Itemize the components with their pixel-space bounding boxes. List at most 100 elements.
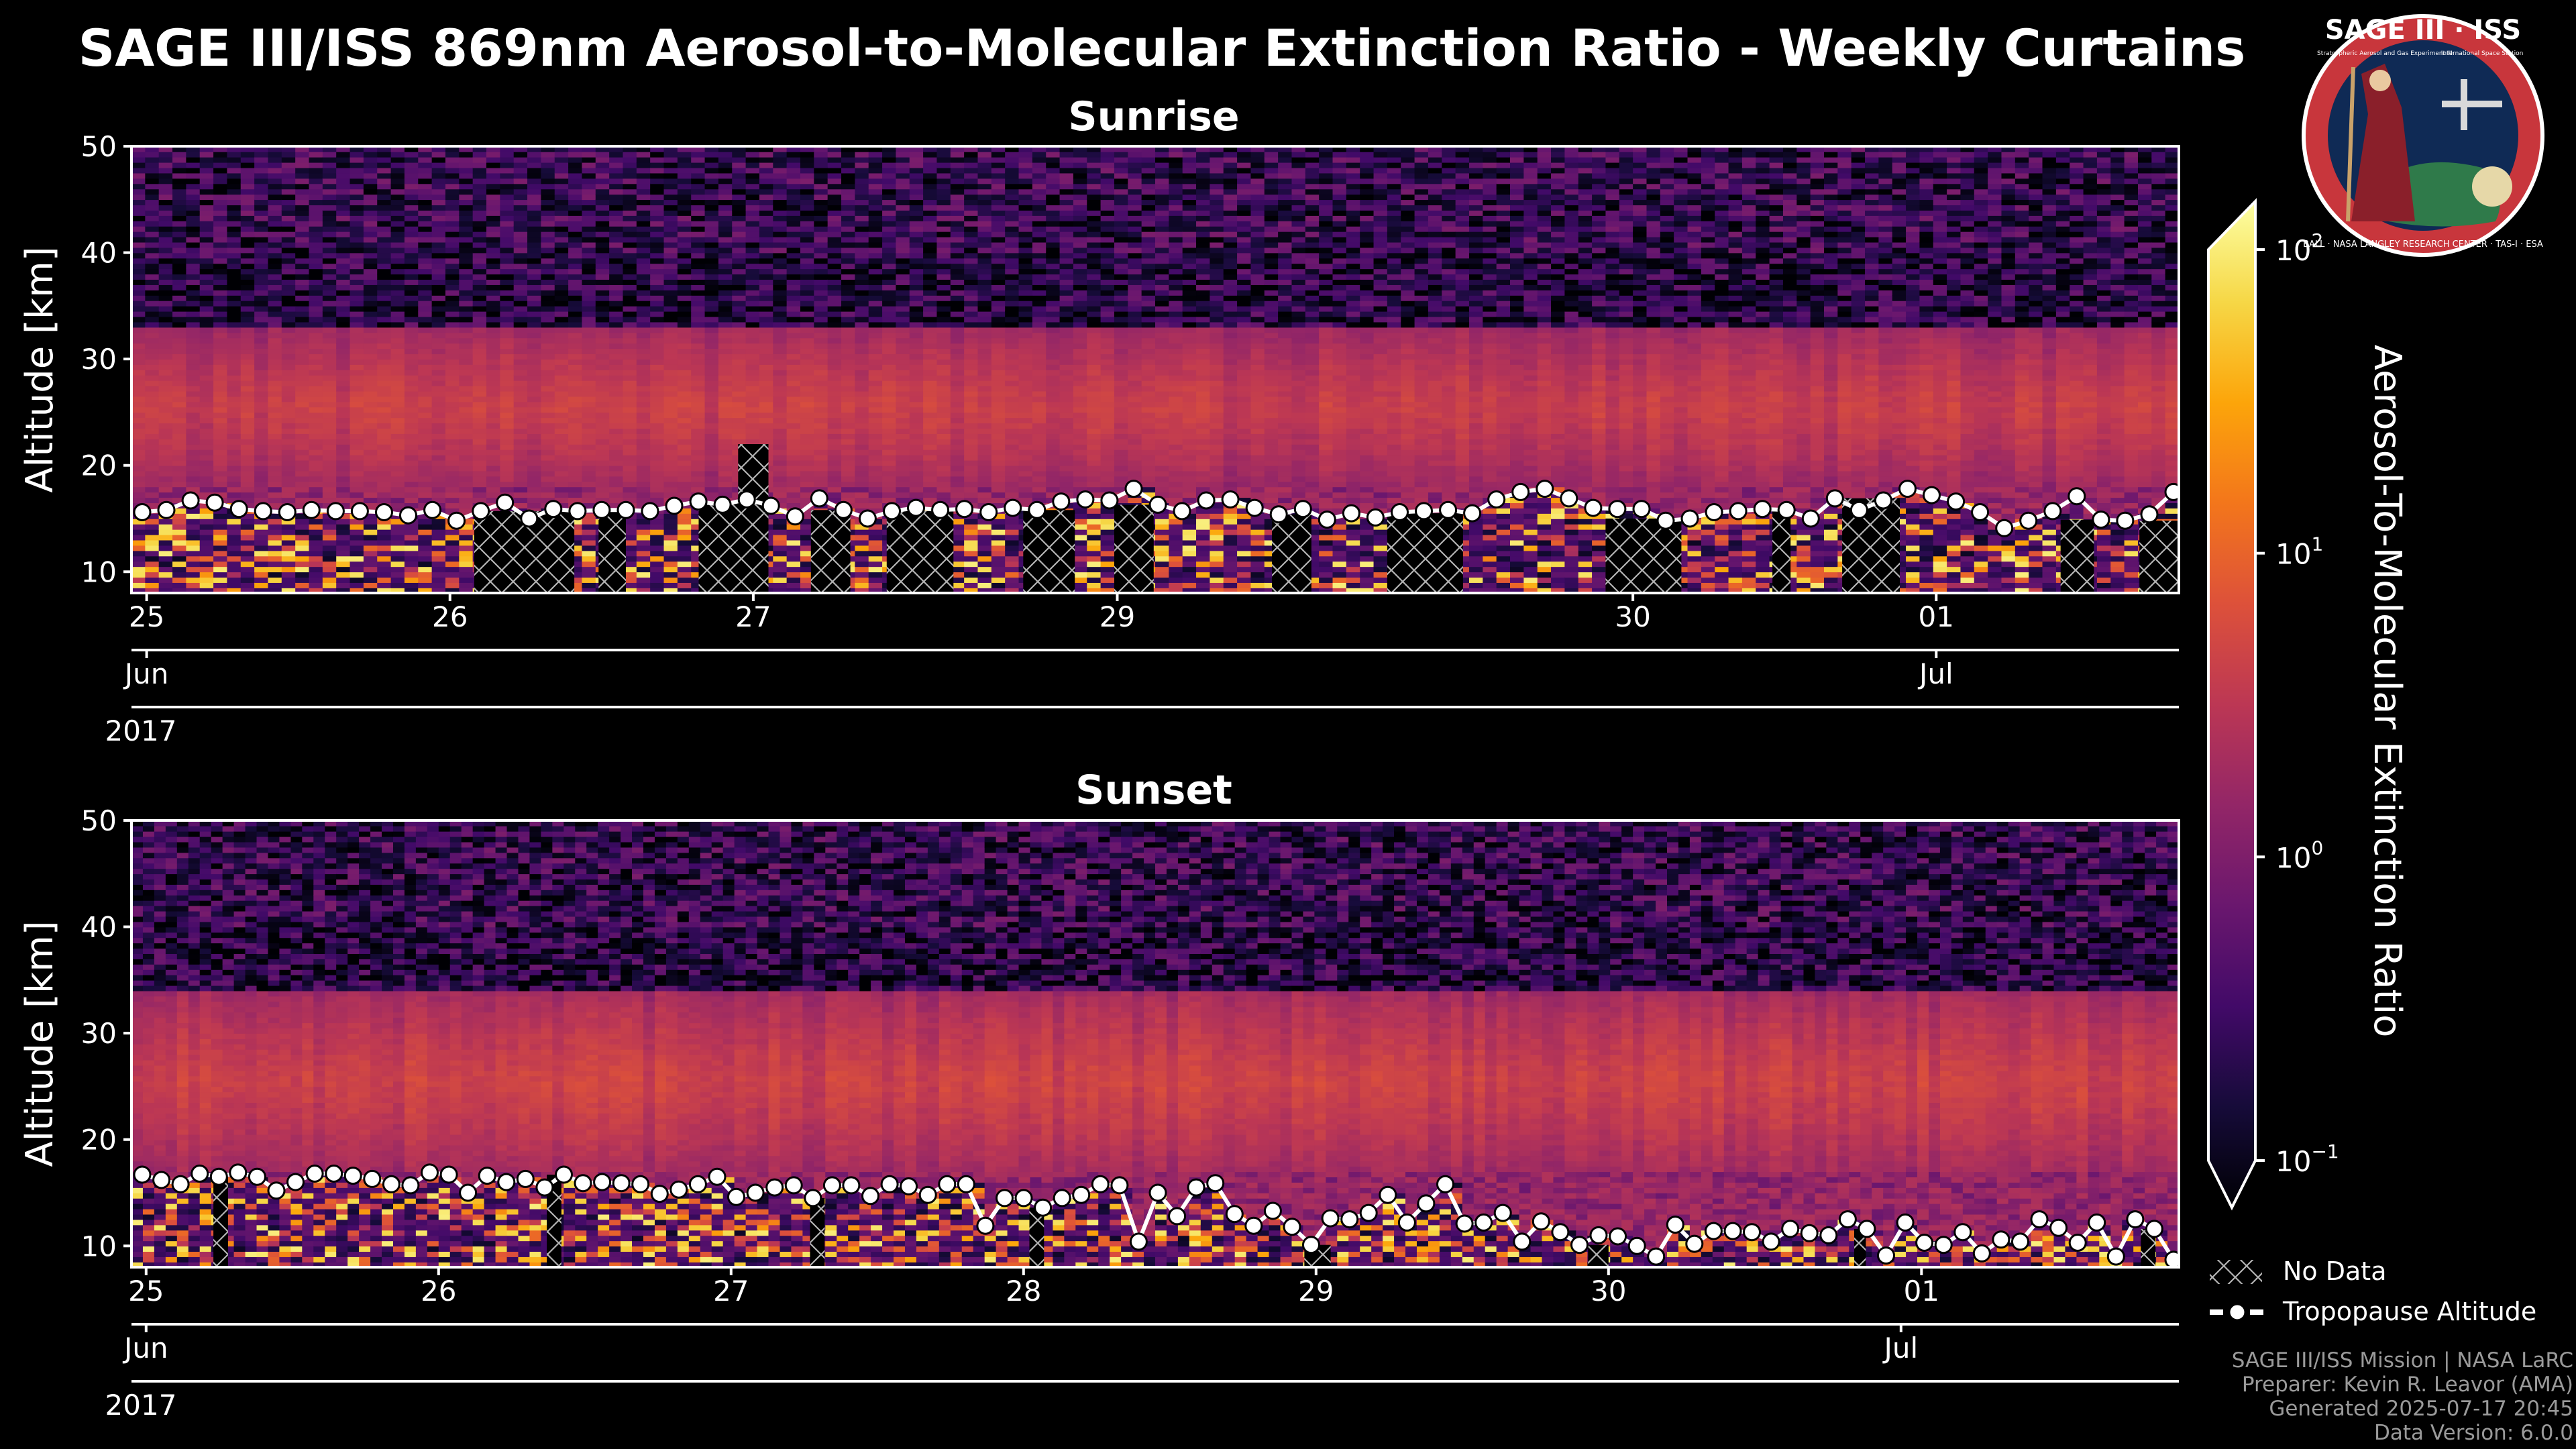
heatmap-cell: [814, 374, 828, 381]
heatmap-cell: [704, 343, 719, 350]
heatmap-cell: [718, 151, 733, 158]
heatmap-cell: [513, 390, 528, 397]
heatmap-cell: [213, 588, 228, 593]
heatmap-cell: [855, 417, 869, 424]
heatmap-cell: [254, 252, 269, 259]
heatmap-cell: [691, 545, 706, 551]
heatmap-cell: [268, 359, 282, 365]
heatmap-cell: [350, 205, 364, 211]
heatmap-cell: [663, 279, 678, 285]
heatmap-cell: [541, 210, 555, 216]
heatmap-cell: [677, 156, 692, 163]
heatmap-cell: [541, 316, 555, 323]
heatmap-cell: [459, 588, 474, 593]
heatmap-cell: [240, 577, 255, 583]
heatmap-cell: [909, 183, 924, 190]
heatmap-cell: [158, 566, 173, 573]
heatmap-cell: [281, 189, 296, 195]
heatmap-cell: [186, 444, 201, 450]
heatmap-cell: [923, 390, 938, 397]
heatmap-cell: [800, 316, 815, 323]
heatmap-cell: [636, 465, 651, 472]
heatmap-cell: [909, 284, 924, 290]
heatmap-cell: [199, 221, 214, 227]
heatmap-cell: [158, 284, 173, 290]
heatmap-cell: [745, 396, 760, 402]
heatmap-cell: [486, 178, 501, 184]
heatmap-cell: [158, 268, 173, 275]
heatmap-cell: [568, 470, 583, 477]
heatmap-cell: [486, 364, 501, 370]
heatmap-cell: [309, 354, 323, 360]
heatmap-cell: [513, 167, 528, 174]
heatmap-cell: [472, 236, 487, 243]
heatmap-cell: [704, 305, 719, 312]
heatmap-cell: [254, 205, 269, 211]
heatmap-cell: [623, 321, 637, 328]
heatmap-cell: [322, 492, 337, 498]
heatmap-cell: [145, 343, 160, 350]
heatmap-cell: [773, 343, 788, 350]
heatmap-cell: [814, 417, 828, 424]
heatmap-cell: [472, 348, 487, 355]
heatmap-cell: [623, 460, 637, 466]
heatmap-cell: [882, 221, 897, 227]
heatmap-cell: [568, 523, 583, 530]
heatmap-cell: [582, 428, 596, 434]
heatmap-cell: [882, 236, 897, 243]
heatmap-cell: [786, 189, 801, 195]
heatmap-cell: [377, 444, 392, 450]
heatmap-cell: [896, 284, 910, 290]
heatmap-cell: [254, 588, 269, 593]
heatmap-cell: [623, 183, 637, 190]
heatmap-cell: [131, 566, 146, 573]
heatmap-cell: [309, 274, 323, 280]
heatmap-cell: [582, 519, 596, 525]
heatmap-cell: [377, 486, 392, 493]
heatmap-cell: [800, 274, 815, 280]
heatmap-cell: [814, 327, 828, 333]
heatmap-cell: [745, 412, 760, 419]
heatmap-cell: [472, 183, 487, 190]
heatmap-cell: [268, 423, 282, 429]
heatmap-cell: [663, 258, 678, 264]
heatmap-cell: [363, 231, 378, 237]
heatmap-cell: [827, 390, 842, 397]
heatmap-cell: [186, 284, 201, 290]
heatmap-cell: [268, 189, 282, 195]
heatmap-cell: [786, 460, 801, 466]
heatmap-cell: [486, 305, 501, 312]
heatmap-cell: [759, 390, 774, 397]
heatmap-cell: [691, 156, 706, 163]
heatmap-cell: [172, 513, 187, 519]
heatmap-cell: [896, 502, 910, 508]
heatmap-cell: [827, 225, 842, 232]
heatmap-cell: [513, 417, 528, 424]
heatmap-cell: [786, 476, 801, 482]
heatmap-cell: [240, 263, 255, 270]
heatmap-cell: [199, 225, 214, 232]
heatmap-cell: [145, 236, 160, 243]
heatmap-cell: [691, 221, 706, 227]
heatmap-cell: [541, 433, 555, 439]
heatmap-cell: [472, 374, 487, 381]
heatmap-cell: [268, 162, 282, 168]
heatmap-cell: [268, 572, 282, 578]
heatmap-cell: [896, 390, 910, 397]
heatmap-cell: [623, 561, 637, 568]
heatmap-cell: [595, 284, 610, 290]
heatmap-cell: [199, 582, 214, 588]
heatmap-cell: [896, 364, 910, 370]
heatmap-cell: [582, 396, 596, 402]
heatmap-cell: [595, 321, 610, 328]
heatmap-cell: [609, 359, 624, 365]
heatmap-cell: [145, 588, 160, 593]
heatmap-cell: [240, 407, 255, 413]
heatmap-cell: [896, 156, 910, 163]
heatmap-cell: [390, 439, 405, 445]
heatmap-cell: [554, 311, 569, 317]
heatmap-cell: [227, 588, 241, 593]
heatmap-cell: [240, 572, 255, 578]
heatmap-cell: [309, 417, 323, 424]
heatmap-cell: [486, 284, 501, 290]
